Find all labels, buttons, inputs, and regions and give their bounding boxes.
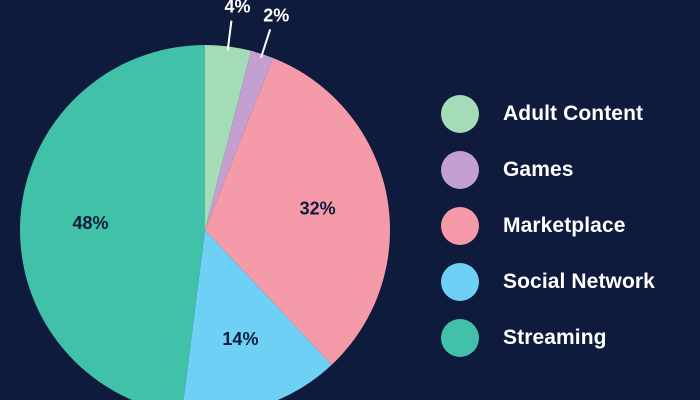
data-label-marketplace: 32% <box>300 199 336 219</box>
pie-slice-streaming <box>20 45 205 400</box>
legend-swatch-streaming <box>441 319 479 357</box>
leader-line-adult-content <box>226 20 233 51</box>
pie-slices <box>20 45 390 400</box>
legend-label-adult-content: Adult Content <box>503 102 644 125</box>
data-label-social-network: 14% <box>222 329 258 349</box>
legend-label-streaming: Streaming <box>503 326 607 349</box>
pie-chart: 4% 2% 32% 14% 48% <box>20 0 390 400</box>
legend-label-social-network: Social Network <box>503 270 655 293</box>
legend-label-games: Games <box>503 158 574 181</box>
pie-slice-games <box>205 50 274 230</box>
legend-swatch-marketplace <box>441 207 479 245</box>
legend-swatch-social-network <box>441 263 479 301</box>
legend-swatch-games <box>441 151 479 189</box>
pie-data-labels: 4% 2% 32% 14% 48% <box>73 0 336 349</box>
pie-slice-marketplace <box>205 57 390 365</box>
legend-swatch-adult-content <box>441 95 479 133</box>
legend-item-adult-content: Adult Content <box>441 95 655 133</box>
pie-slice-adult-content <box>205 45 252 230</box>
leader-line-games <box>259 29 272 59</box>
pie-slice-social-network <box>183 230 332 400</box>
chart-legend: Adult Content Games Marketplace Social N… <box>441 95 655 375</box>
legend-item-streaming: Streaming <box>441 319 655 357</box>
legend-label-marketplace: Marketplace <box>503 214 626 237</box>
data-label-streaming: 48% <box>73 213 109 233</box>
legend-item-games: Games <box>441 151 655 189</box>
data-label-games: 2% <box>263 5 289 25</box>
data-label-adult-content: 4% <box>224 0 250 17</box>
legend-item-social-network: Social Network <box>441 263 655 301</box>
legend-item-marketplace: Marketplace <box>441 207 655 245</box>
